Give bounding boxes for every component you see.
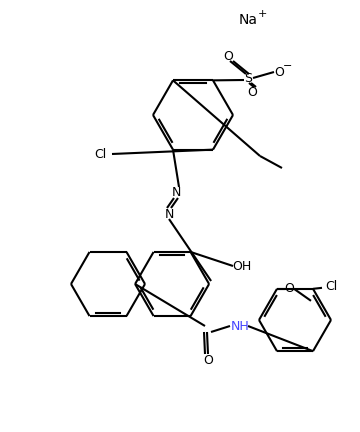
Text: O: O [274,66,284,79]
Text: NH: NH [231,320,249,333]
Text: Cl: Cl [325,280,337,293]
Text: O: O [203,353,213,366]
Text: Cl: Cl [94,147,106,161]
Text: N: N [164,207,174,220]
Text: S: S [244,72,252,85]
Text: −: − [283,61,293,71]
Text: O: O [284,283,294,295]
Text: OH: OH [232,260,252,273]
Text: +: + [257,9,267,19]
Text: O: O [247,86,257,98]
Text: Na: Na [238,13,257,27]
Text: N: N [171,185,181,198]
Text: O: O [223,50,233,63]
